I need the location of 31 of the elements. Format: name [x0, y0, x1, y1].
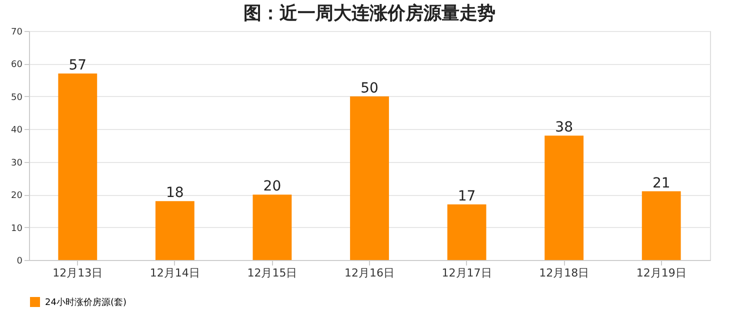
- chart-title: 图：近一周大连涨价房源量走势: [244, 3, 496, 24]
- x-tick-label: 12月18日: [539, 266, 590, 280]
- bar: [155, 201, 194, 260]
- y-tick-label: 50: [11, 92, 23, 103]
- y-tick-label: 20: [11, 191, 23, 202]
- y-tick-label: 10: [11, 224, 23, 234]
- data-label: 18: [166, 185, 184, 202]
- y-tick-label: 30: [11, 158, 23, 168]
- data-label: 17: [458, 188, 476, 204]
- data-label: 38: [555, 120, 573, 136]
- bar: [58, 74, 98, 260]
- bar: [447, 204, 486, 260]
- x-tick-label: 12月17日: [442, 266, 492, 280]
- x-tick-label: 12月19日: [636, 266, 686, 280]
- data-label: 20: [263, 178, 282, 195]
- data-label: 21: [652, 175, 670, 192]
- bar: [544, 136, 584, 260]
- data-label: 50: [360, 80, 378, 96]
- x-tick-label: 12月13日: [52, 266, 103, 280]
- y-tick-label: 70: [11, 28, 23, 38]
- bar: [252, 194, 292, 260]
- x-tick-label: 12月16日: [344, 266, 394, 280]
- y-tick-label: 40: [11, 126, 23, 136]
- bar: [350, 96, 389, 260]
- y-tick-label: 60: [11, 60, 23, 70]
- x-tick-label: 12月15日: [247, 266, 298, 280]
- y-tick-label: 0: [16, 256, 23, 266]
- bar: [642, 191, 681, 260]
- data-label: 57: [68, 58, 87, 74]
- x-tick-label: 12月14日: [150, 266, 200, 280]
- legend-label: 24小时涨价房源(套): [45, 297, 126, 308]
